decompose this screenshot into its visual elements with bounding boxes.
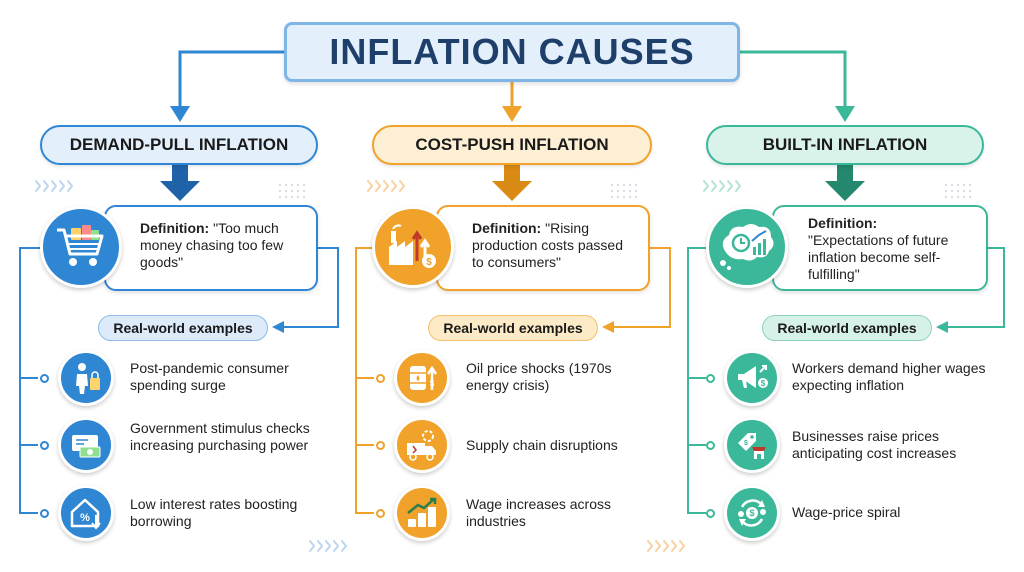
list-bullet-dot <box>706 441 715 450</box>
built-in-example-1: Workers demand higher wages expecting in… <box>792 360 986 393</box>
title-box: INFLATION CAUSES <box>284 22 740 82</box>
house-percent-icon: % <box>58 485 114 541</box>
svg-text:$: $ <box>749 508 754 518</box>
svg-text:%: % <box>80 512 90 524</box>
demand-pull-example-3: Low interest rates boosting borrowing <box>130 496 298 529</box>
built-in-example-2: Businesses raise prices anticipating cos… <box>792 428 957 461</box>
demand-pull-definition-text: "Too much money chasing too few goods" <box>140 220 284 270</box>
built-in-heading: BUILT-IN INFLATION <box>706 125 984 165</box>
list-bullet-dot <box>376 441 385 450</box>
demand-pull-example-2: Government stimulus checks increasing pu… <box>130 420 310 453</box>
cost-push-definition-label: Definition: <box>472 220 542 236</box>
factory-rising-cost-icon: $ <box>372 206 454 288</box>
price-tag-store-icon: $ <box>724 417 780 473</box>
demand-pull-heading-text: DEMAND-PULL INFLATION <box>69 135 289 154</box>
cost-push-heading-text: COST-PUSH INFLATION <box>415 135 609 154</box>
built-in-examples-label-text: Real-world examples <box>777 320 917 336</box>
list-bullet-dot <box>40 374 49 383</box>
built-in-definition-label: Definition: <box>808 215 878 231</box>
stimulus-check-icon <box>58 417 114 473</box>
shopper-bags-icon <box>58 350 114 406</box>
delivery-truck-icon <box>394 417 450 473</box>
list-bullet-dot <box>40 441 49 450</box>
list-bullet-dot <box>376 374 385 383</box>
built-in-definition-text: "Expectations of future inflation become… <box>808 232 949 282</box>
megaphone-money-icon: $ <box>724 350 780 406</box>
svg-text:$: $ <box>744 440 748 447</box>
list-bullet-dot <box>376 509 385 518</box>
cost-push-example-1: Oil price shocks (1970s energy crisis) <box>466 360 612 393</box>
cost-push-heading: COST-PUSH INFLATION <box>372 125 652 165</box>
dollar-cycle-icon: $ <box>724 485 780 541</box>
demand-pull-definition-label: Definition: <box>140 220 210 236</box>
shopping-cart-icon <box>40 206 122 288</box>
built-in-heading-text: BUILT-IN INFLATION <box>762 135 928 154</box>
cost-push-examples-label-text: Real-world examples <box>443 320 583 336</box>
svg-text:$: $ <box>761 379 766 388</box>
cost-push-examples-label: Real-world examples <box>428 315 598 341</box>
oil-barrel-icon: $ <box>394 350 450 406</box>
list-bullet-dot <box>706 374 715 383</box>
built-in-examples-label: Real-world examples <box>762 315 932 341</box>
cost-push-example-3: Wage increases across industries <box>466 496 611 529</box>
list-bullet-dot <box>40 509 49 518</box>
demand-pull-definition-box: Definition: "Too much money chasing too … <box>104 205 318 291</box>
page-title: INFLATION CAUSES <box>329 31 695 72</box>
svg-text:$: $ <box>426 257 432 268</box>
demand-pull-example-1: Post-pandemic consumer spending surge <box>130 360 289 393</box>
demand-pull-examples-label-text: Real-world examples <box>113 320 253 336</box>
demand-pull-examples-label: Real-world examples <box>98 315 268 341</box>
svg-text:$: $ <box>430 379 435 388</box>
built-in-definition-box: Definition: "Expectations of future infl… <box>772 205 988 291</box>
cost-push-example-2: Supply chain disruptions <box>466 437 618 453</box>
built-in-example-3: Wage-price spiral <box>792 504 901 520</box>
cost-push-definition-text: "Rising production costs passed to consu… <box>472 220 623 270</box>
demand-pull-heading: DEMAND-PULL INFLATION <box>40 125 318 165</box>
thought-bubble-clock-chart-icon <box>706 206 788 288</box>
coin-stacks-growth-icon <box>394 485 450 541</box>
list-bullet-dot <box>706 509 715 518</box>
cost-push-definition-box: Definition: "Rising production costs pas… <box>436 205 650 291</box>
